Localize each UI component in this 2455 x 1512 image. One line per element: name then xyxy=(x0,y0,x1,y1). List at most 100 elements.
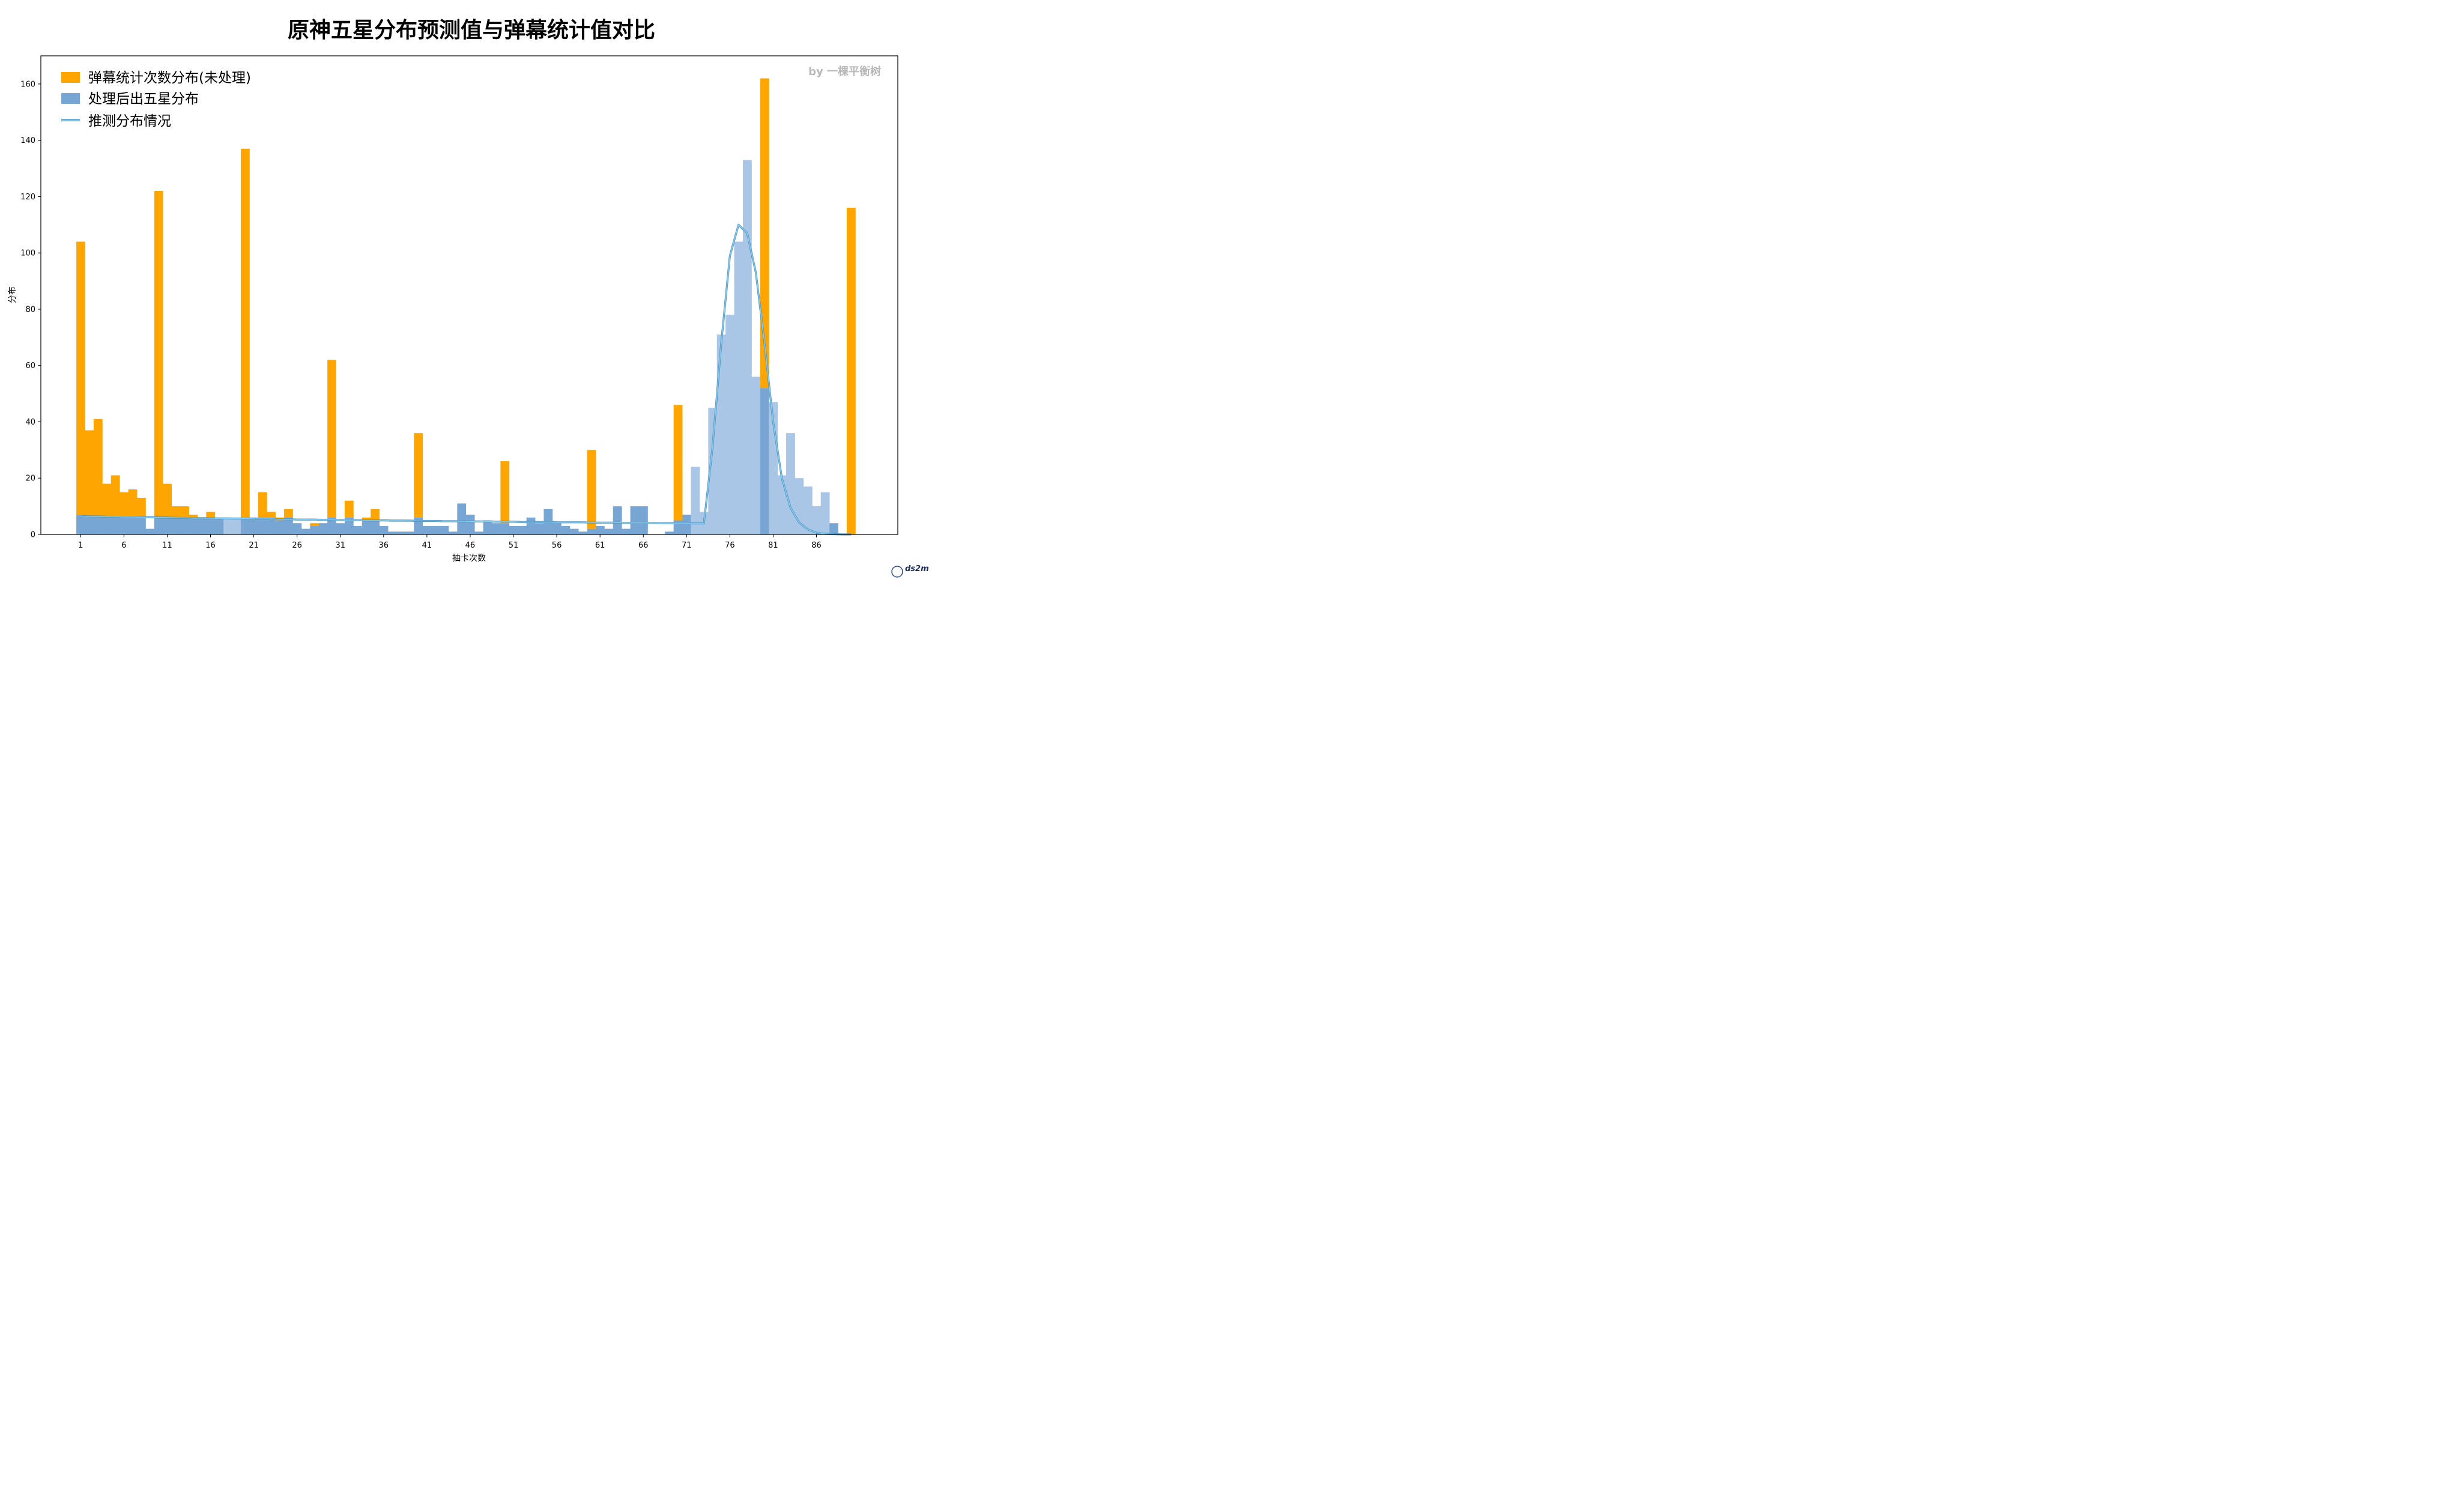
processed-bar xyxy=(708,408,718,534)
processed-bar xyxy=(223,517,232,534)
raw-bar xyxy=(128,489,138,518)
processed-bar xyxy=(613,506,622,534)
processed-bar xyxy=(535,523,544,534)
y-tick-label: 40 xyxy=(25,418,35,427)
legend-label-raw: 弹幕统计次数分布(未处理) xyxy=(88,70,251,86)
raw-bar xyxy=(171,506,181,518)
processed-bar xyxy=(422,525,432,534)
y-tick-label: 0 xyxy=(31,531,35,540)
x-tick-label: 11 xyxy=(162,541,172,550)
processed-bar xyxy=(431,525,440,534)
processed-bar xyxy=(206,517,216,534)
processed-bar xyxy=(110,517,120,534)
processed-bar xyxy=(820,492,830,534)
processed-bar xyxy=(232,517,241,534)
raw-bar xyxy=(163,483,172,518)
legend-swatch-raw xyxy=(61,72,80,83)
processed-bar xyxy=(474,531,483,534)
x-tick-label: 66 xyxy=(638,541,649,550)
processed-bar xyxy=(578,531,587,534)
processed-bar xyxy=(189,517,198,534)
y-tick-label: 120 xyxy=(20,193,35,202)
processed-bar xyxy=(786,433,795,534)
raw-bar xyxy=(76,241,85,515)
x-tick-label: 36 xyxy=(379,541,389,550)
logo-icon xyxy=(891,566,903,578)
y-axis-ticks: 0 20 40 60 80 100 120 140 160 xyxy=(20,80,41,540)
legend-swatch-processed xyxy=(61,93,80,104)
raw-bar xyxy=(673,405,683,521)
processed-bar xyxy=(371,520,380,534)
raw-bar xyxy=(85,430,94,518)
processed-bar xyxy=(154,517,163,534)
x-tick-label: 71 xyxy=(682,541,692,550)
processed-bar xyxy=(465,515,475,534)
processed-bar xyxy=(267,517,276,534)
x-tick-label: 21 xyxy=(249,541,259,550)
x-tick-label: 1 xyxy=(78,541,83,550)
processed-bar xyxy=(682,515,691,534)
processed-bar xyxy=(197,517,207,534)
processed-bar xyxy=(448,531,458,534)
x-tick-label: 41 xyxy=(422,541,432,550)
raw-bar xyxy=(362,517,371,521)
legend-label-processed: 处理后出五星分布 xyxy=(88,91,199,107)
curve-line xyxy=(80,224,852,535)
processed-bar xyxy=(292,523,302,534)
x-tick-label: 26 xyxy=(292,541,302,550)
raw-bar xyxy=(258,492,267,518)
y-tick-label: 100 xyxy=(20,249,35,258)
processed-bar xyxy=(561,525,571,534)
raw-bar xyxy=(240,148,250,518)
chart-title: 原神五星分布预测值与弹幕统计值对比 xyxy=(288,18,655,43)
x-tick-label: 76 xyxy=(725,541,735,550)
raw-bar xyxy=(120,492,129,518)
processed-bar xyxy=(691,467,700,534)
processed-bar xyxy=(136,517,146,534)
x-tick-label: 31 xyxy=(335,541,345,550)
processed-bar xyxy=(301,528,310,534)
x-tick-label: 86 xyxy=(811,541,822,550)
processed-bar xyxy=(120,517,129,534)
processed-bar xyxy=(102,517,112,534)
processed-bar xyxy=(734,241,743,534)
processed-bar xyxy=(829,523,838,534)
x-axis-label: 抽卡次数 xyxy=(452,554,486,563)
processed-bar xyxy=(716,334,726,534)
processed-bar xyxy=(275,520,285,534)
processed-bar xyxy=(249,517,259,534)
processed-bar xyxy=(258,517,267,534)
processed-bar xyxy=(812,506,822,534)
processed-bar xyxy=(405,531,414,534)
processed-bar xyxy=(388,531,397,534)
y-tick-label: 80 xyxy=(25,305,35,314)
x-tick-label: 51 xyxy=(509,541,519,550)
x-tick-label: 6 xyxy=(121,541,126,550)
raw-bar xyxy=(136,498,146,518)
y-tick-label: 160 xyxy=(20,80,35,89)
y-tick-label: 60 xyxy=(25,361,35,370)
raw-bar xyxy=(206,512,216,518)
plot-frame xyxy=(40,55,898,535)
raw-bar xyxy=(110,475,120,518)
processed-bar xyxy=(742,160,752,534)
raw-bar xyxy=(587,450,596,529)
processed-bars xyxy=(76,160,838,534)
predicted-curve xyxy=(80,223,852,536)
site-logo: ds2m xyxy=(891,564,929,578)
processed-bar xyxy=(630,506,640,534)
legend-label-curve: 推测分布情况 xyxy=(88,113,171,129)
x-tick-label: 81 xyxy=(768,541,778,550)
processed-bar xyxy=(639,506,648,534)
raw-bar xyxy=(189,515,198,518)
processed-bar xyxy=(310,525,319,534)
chart: 原神五星分布预测值与弹幕统计值对比 1 6 11 16 21 26 31 36 41 46 51 56… xyxy=(8,18,929,578)
x-tick-label: 56 xyxy=(552,541,562,550)
processed-bar xyxy=(760,388,769,534)
processed-bar xyxy=(622,528,631,534)
processed-bar xyxy=(587,528,596,534)
processed-bar xyxy=(552,523,562,534)
processed-bar xyxy=(440,525,449,534)
processed-bar xyxy=(85,517,94,534)
raw-bar xyxy=(180,506,189,518)
